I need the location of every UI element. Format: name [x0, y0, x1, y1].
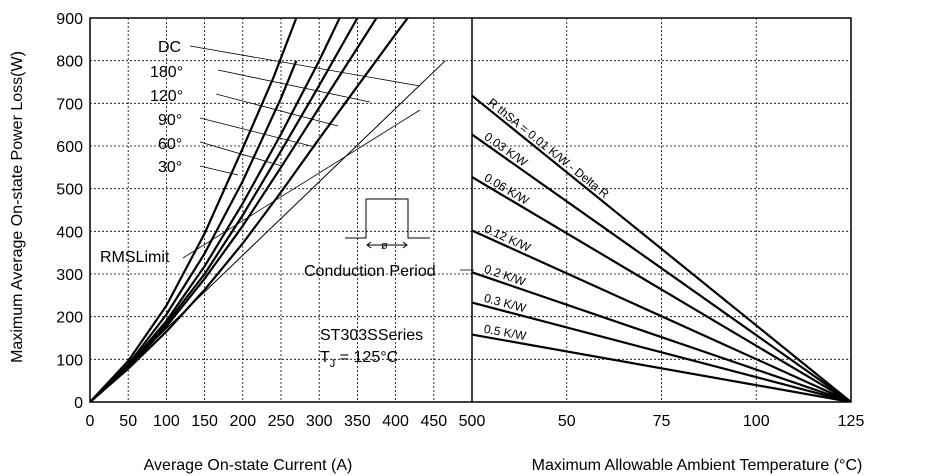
label-dc: DC	[158, 39, 181, 56]
plot-frame	[89, 17, 852, 403]
curve-6	[90, 60, 446, 402]
x-tick-label: 350	[344, 413, 371, 430]
x-tick-label: 0	[86, 413, 95, 430]
tick-labels: 0 100 200 300 400 500 600 700 800 900 0 50 100 150 200…	[56, 11, 864, 430]
x-tick-label: 250	[268, 413, 295, 430]
y-tick-label: 100	[56, 352, 83, 369]
leader-90	[199, 117, 316, 148]
leader-lines	[182, 45, 421, 259]
leader-dc	[189, 45, 421, 87]
label-30: 30°	[158, 159, 182, 176]
rthsa-label-2: 0.06 K/W	[482, 170, 532, 208]
y-tick-label: 700	[56, 96, 83, 113]
rthsa-label-4: 0.2 K/W	[482, 262, 528, 289]
x-tick-label: 100	[153, 413, 180, 430]
conduction-period-label: Conduction Period	[304, 263, 436, 280]
label-180: 180°	[150, 64, 183, 81]
y-tick-label: 300	[56, 267, 83, 284]
y-tick-label: 500	[56, 182, 83, 199]
y-tick-label: 200	[56, 310, 83, 327]
grid	[90, 18, 851, 402]
x-tick-label: 400	[382, 413, 409, 430]
junction-temp: TJ = 125°C	[320, 349, 398, 370]
curves	[90, 18, 851, 402]
x-tick-label: 500	[459, 413, 486, 430]
x-tick-label: 300	[306, 413, 333, 430]
x-tick-label: 200	[229, 413, 256, 430]
y-tick-label: 0	[74, 395, 83, 412]
x-tick-label-right: 75	[653, 413, 671, 430]
label-rms-limit: RMSLimit	[100, 249, 170, 266]
y-tick-label: 800	[56, 54, 83, 71]
x-axis-label-left: Average On-state Current (A)	[144, 457, 353, 474]
y-tick-label: 900	[56, 11, 83, 28]
curve-0	[90, 18, 410, 402]
x-tick-label: 50	[119, 413, 137, 430]
curve-5	[90, 18, 298, 402]
phi-symbol: ø	[381, 240, 388, 252]
x-tick-label: 450	[420, 413, 447, 430]
rthsa-line-2	[471, 176, 851, 402]
leader-60	[199, 141, 283, 167]
rthsa-line-3	[471, 229, 851, 402]
x-tick-label-right: 100	[743, 413, 770, 430]
rthsa-line-0	[471, 94, 851, 402]
rthsa-line-5	[471, 301, 851, 402]
x-tick-label-right: 50	[558, 413, 576, 430]
leader-180	[217, 69, 371, 103]
rthsa-line-6	[471, 333, 851, 402]
label-90: 90°	[158, 112, 182, 129]
series-name: ST303SSeries	[320, 327, 423, 344]
leader-120	[215, 93, 339, 127]
y-tick-label: 600	[56, 139, 83, 156]
leader-30	[199, 165, 239, 176]
x-tick-label-right: 125	[838, 413, 865, 430]
label-120: 120°	[150, 88, 183, 105]
label-60: 60°	[158, 136, 182, 153]
rthsa-line-4	[471, 271, 851, 402]
plot-border	[89, 17, 852, 403]
y-axis-label: Maximum Average On-state Power Loss(W)	[9, 51, 26, 363]
leader-rms	[182, 109, 421, 259]
y-tick-label: 400	[56, 224, 83, 241]
curve-4	[90, 60, 298, 402]
x-tick-label: 150	[191, 413, 218, 430]
conduction-pulse-icon	[345, 198, 430, 249]
x-axis-label-right: Maximum Allowable Ambient Temperature (°…	[532, 457, 863, 474]
rthsa-line-1	[471, 133, 851, 402]
